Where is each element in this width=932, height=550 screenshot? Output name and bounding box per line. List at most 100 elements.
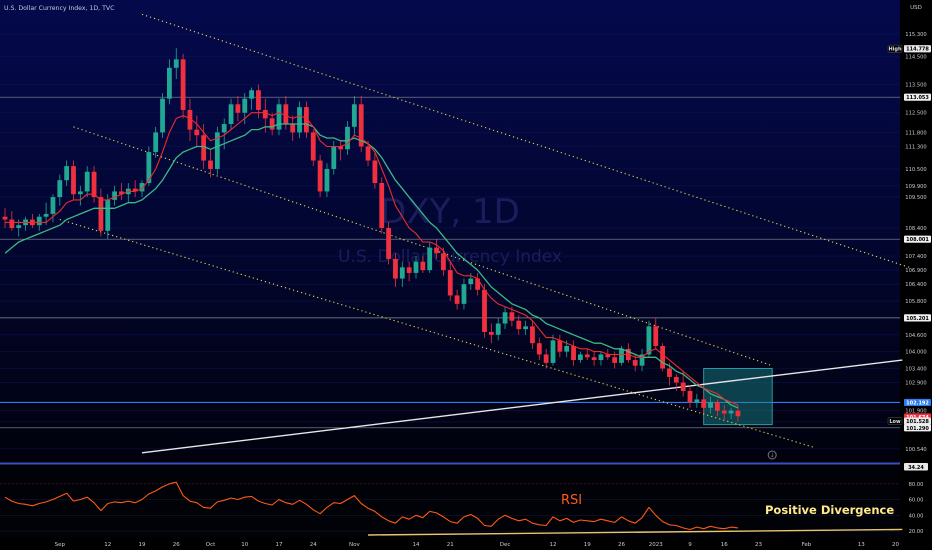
event-marker[interactable]: ↓ [767,450,777,460]
candle-11 [77,185,83,206]
candle-87 [598,351,604,366]
price-tick-18: 101.900 [905,409,926,415]
candle-83 [571,340,576,366]
candle-65 [447,261,453,302]
svg-text:High: High [888,47,901,53]
candle-77 [530,320,535,349]
candle-54 [372,152,378,189]
candle-47 [324,163,330,198]
price-tick-17: 102.900 [905,381,926,387]
price-label-7: Low [887,417,903,425]
time-label-18: 23 [755,542,762,548]
time-label-4: Oct [206,542,216,548]
price-label-0: High [887,44,903,53]
price-tick-12: 106.400 [905,282,926,288]
price-label-1: 114.778 [904,45,931,53]
price-tick-8: 109.500 [905,195,926,201]
time-axis[interactable]: Sep 12 19 26 Oct 10 17 24 Nov 14 21 Dec 12 19 26 2023 9 1… [55,542,900,548]
rsi-axis: 80.00 60.00 40.00 20.00 34.24 [904,463,928,535]
currency-label: USD [910,5,922,11]
svg-text:101.528: 101.528 [906,419,929,425]
rsi-current-label: 34.24 [904,463,928,471]
candle-101 [694,393,700,408]
candle-28 [194,115,200,147]
candle-95 [653,317,659,349]
candle-107 [735,405,741,422]
time-label-15: 2023 [649,542,663,548]
price-pane-background [0,0,900,462]
candle-34 [235,95,241,122]
candle-75 [516,315,522,335]
time-label-14: 26 [618,542,625,548]
candle-33 [228,98,234,130]
candle-104 [715,399,720,417]
candle-7 [50,194,56,223]
candle-24 [167,59,172,105]
price-label-9: 101.290 [904,424,931,432]
rsi-series [4,481,903,536]
candle-56 [386,222,391,265]
time-label-8: Nov [349,542,360,548]
candle-8 [57,174,63,206]
time-label-6: 17 [276,542,283,548]
candle-36 [249,87,254,110]
rsi-tick-3: 20.00 [909,529,924,535]
time-label-9: 14 [413,542,420,548]
candle-16 [112,185,117,206]
candle-106 [728,407,734,420]
time-label-3: 26 [173,542,180,548]
trendline-rising-support[interactable] [141,359,903,454]
trendline-channel-lower[interactable] [59,219,814,448]
svg-text:108.001: 108.001 [906,237,929,243]
candle-93 [639,348,645,372]
price-tick-0: 115.300 [905,32,926,38]
time-label-17: 16 [721,542,728,548]
candle-78 [536,337,542,361]
candle-99 [680,371,686,397]
price-tick-3: 112.500 [905,111,926,117]
price-tick-11: 106.900 [905,268,926,274]
candle-26 [180,53,186,119]
price-tick-16: 103.400 [905,366,926,372]
candle-84 [578,351,583,363]
price-axis-background [900,0,932,550]
candle-52 [358,95,364,153]
candle-59 [406,261,412,282]
candle-14 [98,188,104,237]
svg-text:113.053: 113.053 [906,95,929,101]
candle-23 [160,93,165,139]
candle-45 [310,129,316,167]
candle-102 [701,393,707,414]
price-tick-7: 109.900 [905,184,926,190]
candle-40 [276,98,282,136]
candle-19 [132,180,138,198]
candle-86 [591,351,597,366]
candle-50 [345,121,350,155]
candle-71 [488,323,494,344]
candle-66 [454,289,460,310]
candle-46 [317,154,323,198]
price-tick-9: 108.400 [905,226,926,232]
moving-averages [4,112,739,409]
time-axis-background [0,538,900,550]
candle-67 [461,278,467,310]
time-label-5: 10 [241,542,248,548]
price-label-5: 102.192 [904,398,931,406]
time-label-0: Sep [55,542,66,548]
candle-103 [708,396,713,414]
candle-10 [71,160,76,200]
candle-13 [91,166,97,203]
time-label-19: Feb [802,542,812,548]
candle-70 [482,284,487,338]
horizontal-levels [0,96,900,429]
watermark-symbol: DXY, 1D [380,192,520,232]
candle-62 [427,242,433,273]
rsi-tick-1: 60.00 [909,498,924,504]
trendline-channel-upper[interactable] [141,13,910,268]
candle-60 [413,256,419,279]
trendline-rsi-divergence[interactable] [368,528,903,536]
svg-text:34.24: 34.24 [908,465,924,471]
candle-0 [2,208,8,228]
price-tick-1: 114.500 [905,55,926,61]
